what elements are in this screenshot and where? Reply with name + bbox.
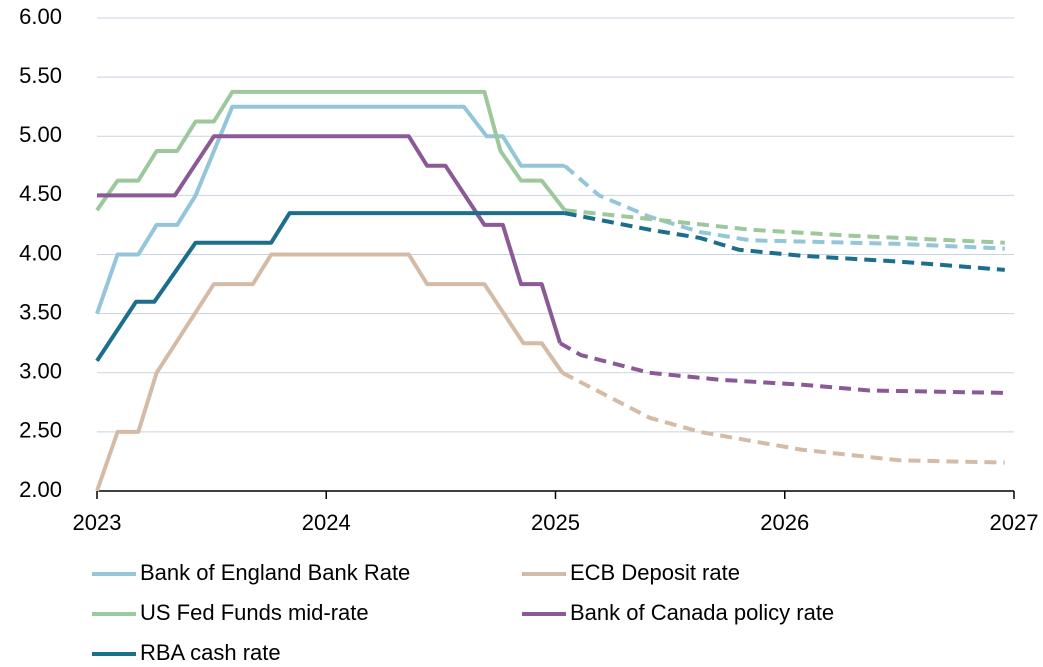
forecast-line (563, 164, 1005, 251)
y-tick-label: 5.50 (19, 63, 62, 88)
legend-label: Bank of Canada policy rate (570, 600, 834, 625)
series-line (95, 252, 565, 492)
y-tick-label: 4.00 (19, 240, 62, 265)
x-tick-label: 2027 (990, 510, 1039, 535)
y-tick-label: 2.00 (19, 477, 62, 502)
series-line (95, 211, 565, 363)
y-tick-label: 3.50 (19, 299, 62, 324)
legend-label: US Fed Funds mid-rate (140, 600, 369, 625)
legend-label: ECB Deposit rate (570, 560, 740, 585)
x-tick-label: 2024 (302, 510, 351, 535)
y-tick-label: 5.00 (19, 122, 62, 147)
legend-label: Bank of England Bank Rate (140, 560, 410, 585)
y-tick-label: 6.00 (19, 4, 62, 29)
forecast-line (564, 211, 1005, 272)
y-tick-label: 2.50 (19, 418, 62, 443)
x-tick-label: 2023 (73, 510, 122, 535)
y-tick-label: 3.00 (19, 359, 62, 384)
forecast-line (561, 371, 1005, 465)
x-tick-label: 2026 (760, 510, 809, 535)
series-line (95, 104, 565, 315)
forecast-line (559, 341, 1005, 395)
x-tick-label: 2025 (531, 510, 580, 535)
series-line (95, 89, 567, 212)
legend-label: RBA cash rate (140, 640, 281, 665)
series-line (97, 134, 563, 344)
y-tick-label: 4.50 (19, 181, 62, 206)
